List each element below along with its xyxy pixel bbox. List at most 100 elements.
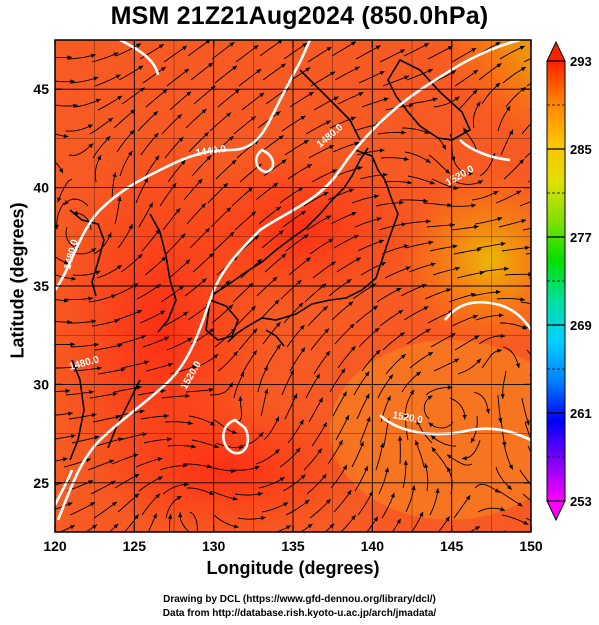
- streamline: [65, 124, 94, 132]
- streamline-arrow: [471, 203, 476, 208]
- streamline: [332, 141, 360, 153]
- streamline-arrow: [476, 358, 481, 364]
- streamline-arrow: [177, 114, 182, 119]
- streamline: [375, 442, 384, 471]
- streamline-arrow: [240, 372, 245, 377]
- streamline-arrow: [322, 549, 327, 554]
- streamline-arrow: [144, 177, 149, 183]
- streamline-arrow: [507, 485, 512, 490]
- streamline: [433, 358, 460, 372]
- streamline-arrow: [204, 132, 209, 137]
- streamline: [545, 560, 571, 572]
- streamline: [407, 175, 435, 185]
- streamline: [263, 416, 280, 441]
- streamline: [163, 45, 188, 63]
- streamline-arrow: [416, 419, 421, 425]
- streamline: [235, 44, 259, 63]
- streamline: [401, 19, 426, 32]
- streamline-arrow: [426, 219, 431, 224]
- streamline: [332, 391, 347, 417]
- streamline: [521, 29, 547, 38]
- streamline-arrow: [213, 354, 219, 359]
- y-axis-label: Latitude (degrees): [7, 202, 28, 359]
- streamline-arrow: [253, 45, 259, 50]
- streamline: [425, 22, 450, 35]
- streamline: [94, 154, 102, 183]
- streamline-arrow: [368, 491, 373, 497]
- streamline-arrow: [108, 117, 113, 123]
- streamline-arrow: [500, 507, 506, 512]
- streamline-arrow: [497, 216, 503, 222]
- streamline-arrow: [175, 208, 181, 213]
- streamline-arrow: [227, 19, 232, 23]
- streamline: [500, 129, 514, 156]
- streamline: [473, 391, 490, 414]
- streamline-arrow: [493, 20, 498, 24]
- streamline: [135, 177, 149, 204]
- streamline-arrow: [348, 301, 354, 307]
- streamline-arrow: [329, 523, 335, 529]
- streamline-arrow: [476, 247, 482, 252]
- streamline: [411, 511, 424, 532]
- streamline-arrow: [379, 71, 385, 76]
- streamline-arrow: [306, 164, 312, 169]
- streamline: [454, 335, 480, 351]
- streamline: [166, 68, 190, 87]
- streamline: [377, 24, 401, 38]
- streamline: [405, 485, 415, 513]
- streamline: [381, 492, 395, 519]
- streamline-arrow: [232, 429, 237, 435]
- streamline: [306, 473, 327, 495]
- streamline-arrow: [521, 67, 526, 72]
- streamline-arrow: [280, 63, 286, 68]
- streamline: [186, 202, 207, 225]
- streamline: [334, 323, 355, 345]
- streamline: [211, 41, 235, 60]
- streamline: [241, 537, 269, 542]
- streamline: [94, 344, 123, 351]
- streamline: [145, 363, 174, 372]
- streamline-arrow: [85, 550, 90, 554]
- streamline-arrow: [180, 160, 186, 165]
- streamline: [329, 368, 346, 393]
- streamline-arrow: [363, 466, 368, 471]
- streamline-arrow: [383, 172, 388, 177]
- streamline-arrow: [275, 16, 280, 20]
- streamline: [73, 98, 101, 108]
- streamline: [162, 483, 189, 495]
- streamline-arrow: [428, 422, 434, 427]
- colorbar-tick-label: 253: [570, 494, 592, 509]
- streamline: [337, 345, 356, 369]
- streamline-arrow: [68, 411, 73, 416]
- streamline-arrow: [325, 499, 331, 504]
- streamline: [261, 502, 289, 513]
- streamline-arrow: [185, 259, 190, 265]
- streamline: [161, 113, 183, 135]
- streamline: [424, 463, 429, 492]
- streamline-arrow: [298, 302, 304, 308]
- streamline: [214, 65, 238, 84]
- streamline-arrow: [538, 369, 542, 374]
- streamline: [191, 155, 212, 177]
- streamline: [192, 252, 214, 273]
- streamline-arrow: [259, 92, 265, 98]
- streamline-arrow: [521, 219, 527, 224]
- streamline-arrow: [179, 285, 184, 291]
- streamline-arrow: [134, 493, 140, 499]
- streamline-arrow: [447, 467, 452, 472]
- streamline: [354, 217, 382, 228]
- streamline-arrow: [330, 261, 336, 266]
- streamline-arrow: [177, 512, 183, 517]
- streamline-arrow: [322, 306, 328, 311]
- streamline-arrow: [523, 520, 529, 525]
- streamline-arrow: [432, 97, 438, 102]
- streamline-arrow: [304, 499, 310, 505]
- streamline-arrow: [117, 196, 122, 202]
- streamline-arrow: [386, 395, 391, 401]
- streamline: [139, 310, 166, 324]
- streamline-arrow: [195, 533, 199, 538]
- streamline-arrow: [307, 523, 313, 529]
- streamline: [209, 19, 232, 35]
- streamline: [306, 215, 332, 231]
- streamline-arrow: [299, 325, 305, 330]
